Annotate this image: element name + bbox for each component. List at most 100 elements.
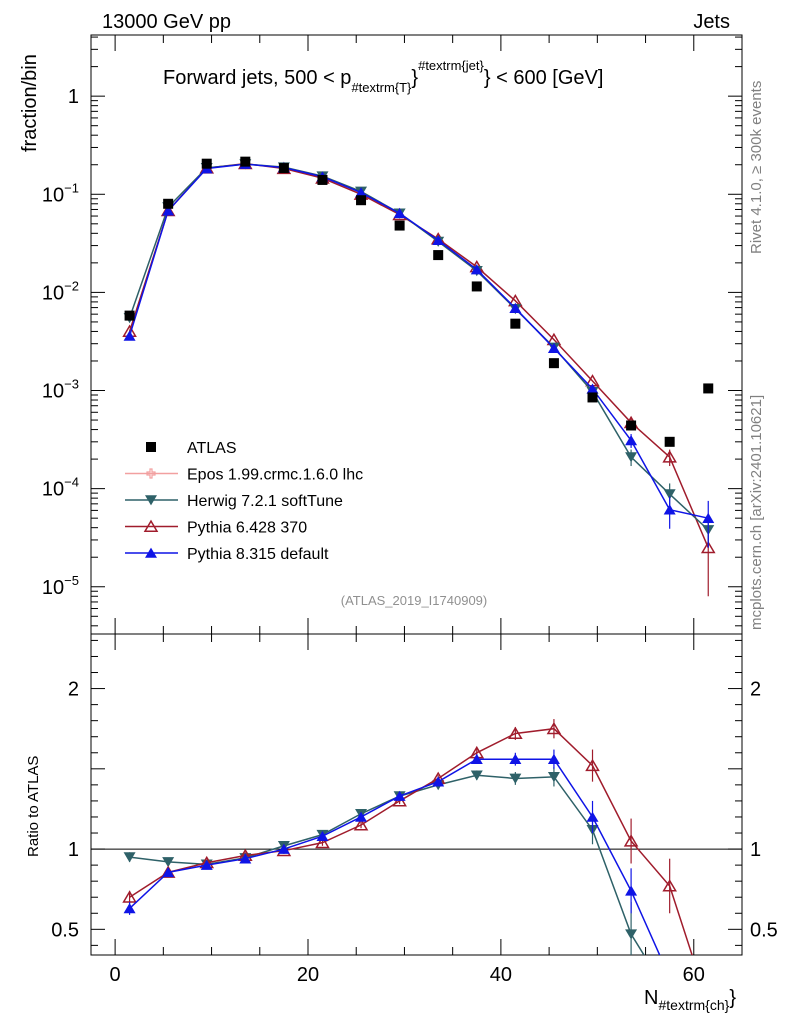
main-series-line bbox=[128, 163, 709, 519]
ratio-data-point bbox=[625, 885, 638, 896]
ratio-series-line bbox=[129, 727, 693, 955]
ratio-data-point bbox=[239, 853, 252, 864]
legend-label: Epos 1.99.crmc.1.6.0 lhc bbox=[187, 467, 363, 484]
x-axis-label-brace: } bbox=[729, 987, 736, 1009]
ratio-data-point bbox=[122, 890, 137, 903]
ratio-y-tick-label-right: 2 bbox=[750, 679, 761, 701]
ratio-y-tick-label: 0.5 bbox=[51, 919, 79, 941]
main-data-point bbox=[663, 504, 676, 515]
ratio-x-ticks: 0 20 40 60 bbox=[110, 634, 705, 986]
main-data-point bbox=[471, 281, 482, 292]
main-data-point bbox=[548, 358, 559, 369]
ratio-y-tick-label: 2 bbox=[68, 679, 79, 701]
main-data-point bbox=[700, 540, 716, 554]
rivet-version-label: Rivet 4.1.0, ≥ 300k events bbox=[748, 81, 765, 254]
ratio-panel: 0.5 0.5 1 1 2 2 0 20 40 60 Ratio to ATLAS N#text… bbox=[25, 633, 778, 1013]
main-y-tick-label: 1 bbox=[68, 86, 79, 108]
ratio-data-point bbox=[162, 857, 175, 868]
main-data-point bbox=[547, 342, 560, 353]
main-y-tick-label: 10−4 bbox=[42, 475, 79, 501]
analysis-watermark: (ATLAS_2019_I1740909) bbox=[341, 593, 487, 608]
main-title-pre: Forward jets, 500 < p bbox=[163, 67, 351, 89]
ratio-y-tick-label: 1 bbox=[68, 839, 79, 861]
main-data-point bbox=[240, 156, 251, 167]
ratio-data-point bbox=[353, 818, 369, 831]
ratio-data-point bbox=[470, 770, 483, 781]
legend-item: ATLAS bbox=[146, 440, 237, 457]
main-data-point bbox=[587, 392, 598, 403]
main-data-point bbox=[510, 318, 521, 329]
ratio-data-point bbox=[355, 811, 368, 822]
main-series-0 bbox=[124, 156, 714, 447]
main-y-tick-label: 10−1 bbox=[42, 180, 79, 206]
ratio-data-point bbox=[662, 879, 677, 892]
main-x-ticks bbox=[114, 35, 695, 634]
main-data-point bbox=[355, 187, 368, 198]
ratio-data-point bbox=[546, 721, 562, 735]
main-y-ticks: 1 10−1 10−2 10−3 10−4 10−5 bbox=[42, 36, 742, 627]
ratio-y-tick-label-right: 0.5 bbox=[750, 919, 778, 941]
header-right: Jets bbox=[693, 11, 730, 33]
main-title-sup: #textrm{jet} bbox=[418, 58, 484, 73]
main-data-point bbox=[662, 450, 677, 463]
ratio-data-point bbox=[200, 859, 213, 870]
main-panel: 1 10−1 10−2 10−3 10−4 10−5 Forward jets, 500 … bbox=[19, 34, 743, 635]
ratio-ylabel-wrap: Ratio to ATLAS bbox=[25, 756, 42, 857]
main-data-point bbox=[702, 512, 715, 523]
legend-item: Pythia 6.428 370 bbox=[125, 520, 307, 537]
main-data-point bbox=[625, 452, 638, 463]
main-data-point bbox=[663, 489, 676, 500]
main-series-2 bbox=[123, 159, 715, 547]
ratio-data-point bbox=[508, 726, 523, 740]
main-title-post: } < 600 [GeV] bbox=[484, 67, 604, 89]
x-axis-label-sub: #textrm{ch} bbox=[658, 997, 729, 1013]
main-y-tick-label: 10−5 bbox=[42, 573, 79, 599]
ratio-data-point bbox=[123, 903, 136, 914]
x-axis-label: N#textrm{ch}} bbox=[644, 987, 736, 1013]
ratio-data-point bbox=[623, 834, 639, 847]
ratio-data-point bbox=[432, 776, 445, 787]
ratio-data-point bbox=[585, 758, 600, 772]
main-data-point bbox=[433, 250, 444, 261]
main-y-tick-label: 10−2 bbox=[42, 278, 79, 304]
main-series-4 bbox=[123, 158, 715, 548]
legend-label: ATLAS bbox=[187, 440, 237, 457]
ratio-y-ticks: 0.5 0.5 1 1 2 2 bbox=[51, 639, 778, 946]
ratio-data-point bbox=[547, 753, 560, 764]
legend-item: Pythia 8.315 default bbox=[125, 546, 329, 563]
main-data-point bbox=[124, 310, 135, 321]
main-title: Forward jets, 500 < p#textrm{T}}#textrm{… bbox=[163, 58, 603, 95]
ratio-plot-frame bbox=[90, 633, 743, 956]
legend-label: Pythia 6.428 370 bbox=[187, 520, 307, 537]
side-mcplots-label-wrap: mcplots.cern.ch [arXiv:2401.10621] bbox=[748, 395, 765, 630]
main-data-point bbox=[625, 435, 638, 446]
ratio-data-point bbox=[316, 830, 329, 842]
legend: ATLAS Epos 1.99.crmc.1.6.0 lhc Herwig 7.2.… bbox=[125, 440, 363, 563]
legend-item: Epos 1.99.crmc.1.6.0 lhc bbox=[125, 467, 363, 484]
main-series-line bbox=[128, 162, 709, 549]
legend-marker bbox=[143, 519, 159, 533]
ratio-series-1 bbox=[122, 719, 693, 955]
x-axis-label-main: N bbox=[644, 987, 658, 1009]
main-data-point bbox=[586, 383, 599, 394]
ratio-data-point bbox=[393, 790, 406, 801]
x-tick-label: 20 bbox=[297, 964, 319, 986]
main-series-layer bbox=[122, 156, 716, 597]
x-tick-label: 40 bbox=[490, 964, 512, 986]
main-data-point bbox=[432, 234, 445, 246]
legend-marker bbox=[145, 495, 157, 506]
main-plot-frame bbox=[90, 34, 743, 635]
legend-marker bbox=[146, 442, 156, 452]
main-data-point bbox=[470, 264, 483, 275]
x-tick-label: 60 bbox=[683, 964, 705, 986]
ratio-series-line bbox=[129, 758, 661, 955]
ratio-series-layer bbox=[122, 719, 693, 955]
main-data-point bbox=[278, 163, 289, 174]
ratio-data-point bbox=[470, 753, 483, 764]
main-data-point bbox=[393, 207, 406, 219]
main-data-point bbox=[626, 420, 637, 431]
ratio-data-point bbox=[509, 753, 522, 764]
main-data-point bbox=[394, 220, 405, 231]
ratio-data-point bbox=[547, 772, 560, 783]
